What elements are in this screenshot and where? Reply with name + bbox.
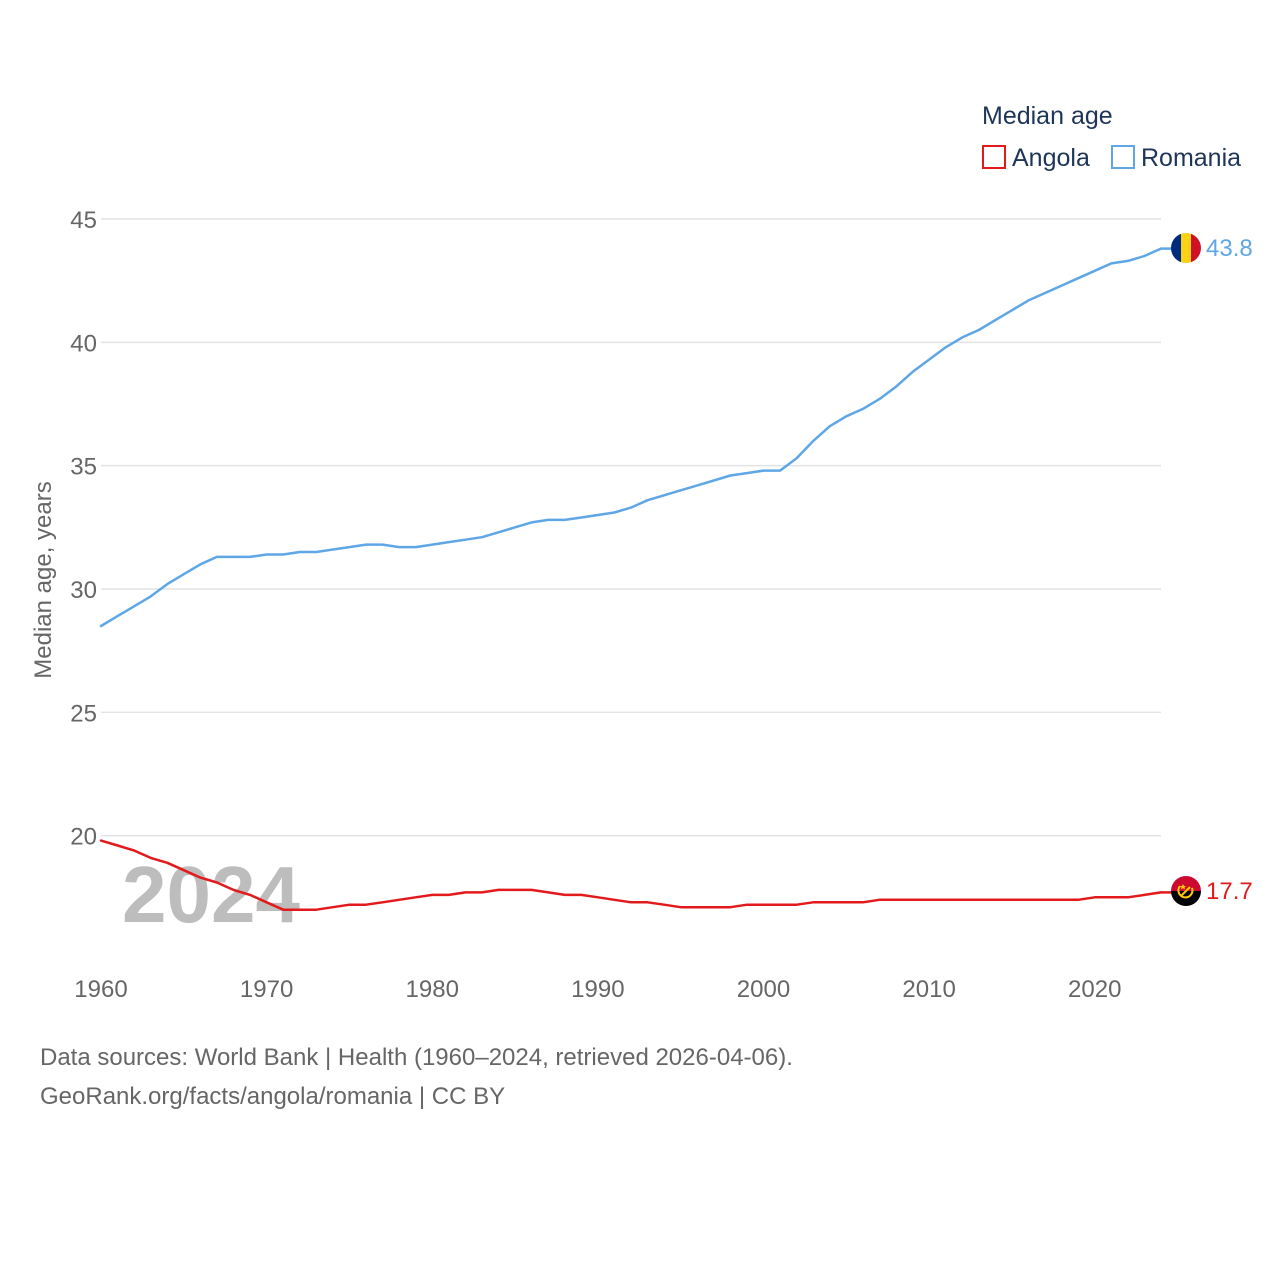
x-axis-ticks: 1960 1970 1980 1990 2000 2010 2020 [74, 976, 1121, 1003]
attribution-link[interactable]: GeoRank.org/facts/angola/romania | CC BY [40, 1083, 506, 1110]
data-source-note: Data sources: World Bank | Health (1960–… [40, 1044, 793, 1071]
legend: Median age Angola Romania [982, 102, 1241, 172]
x-tick-label: 1980 [406, 976, 459, 1003]
gridlines [101, 218, 1161, 837]
y-tick-label: 30 [70, 577, 97, 604]
romania-flag-icon [1171, 233, 1201, 263]
legend-label-angola: Angola [1012, 144, 1090, 172]
legend-swatch-romania [1111, 145, 1135, 169]
y-tick-label: 40 [70, 330, 97, 357]
end-label-angola: 17.7 [1206, 878, 1253, 905]
x-tick-label: 2010 [902, 976, 955, 1003]
x-tick-label: 1990 [571, 976, 624, 1003]
x-tick-label: 1970 [240, 976, 293, 1003]
legend-swatch-angola [982, 145, 1006, 169]
y-tick-label: 25 [70, 700, 97, 727]
end-label-romania: 43.8 [1206, 235, 1253, 262]
y-axis-ticks: 20 25 30 35 40 45 [70, 207, 97, 851]
year-watermark: 2024 [122, 850, 300, 939]
series-line-angola[interactable] [99, 839, 1163, 911]
angola-flag-icon [1171, 876, 1201, 906]
legend-item-romania[interactable]: Romania [1111, 144, 1241, 172]
series-line-romania[interactable] [99, 247, 1163, 628]
series-lines [99, 247, 1172, 911]
x-tick-label: 2000 [737, 976, 790, 1003]
legend-title: Median age [982, 102, 1113, 130]
y-tick-label: 35 [70, 454, 97, 481]
x-tick-label: 1960 [74, 976, 127, 1003]
y-tick-label: 20 [70, 824, 97, 851]
y-tick-label: 45 [70, 207, 97, 234]
y-axis-title: Median age, years [30, 481, 57, 678]
legend-item-angola[interactable]: Angola [982, 144, 1090, 172]
x-tick-label: 2020 [1068, 976, 1121, 1003]
legend-label-romania: Romania [1141, 144, 1241, 172]
